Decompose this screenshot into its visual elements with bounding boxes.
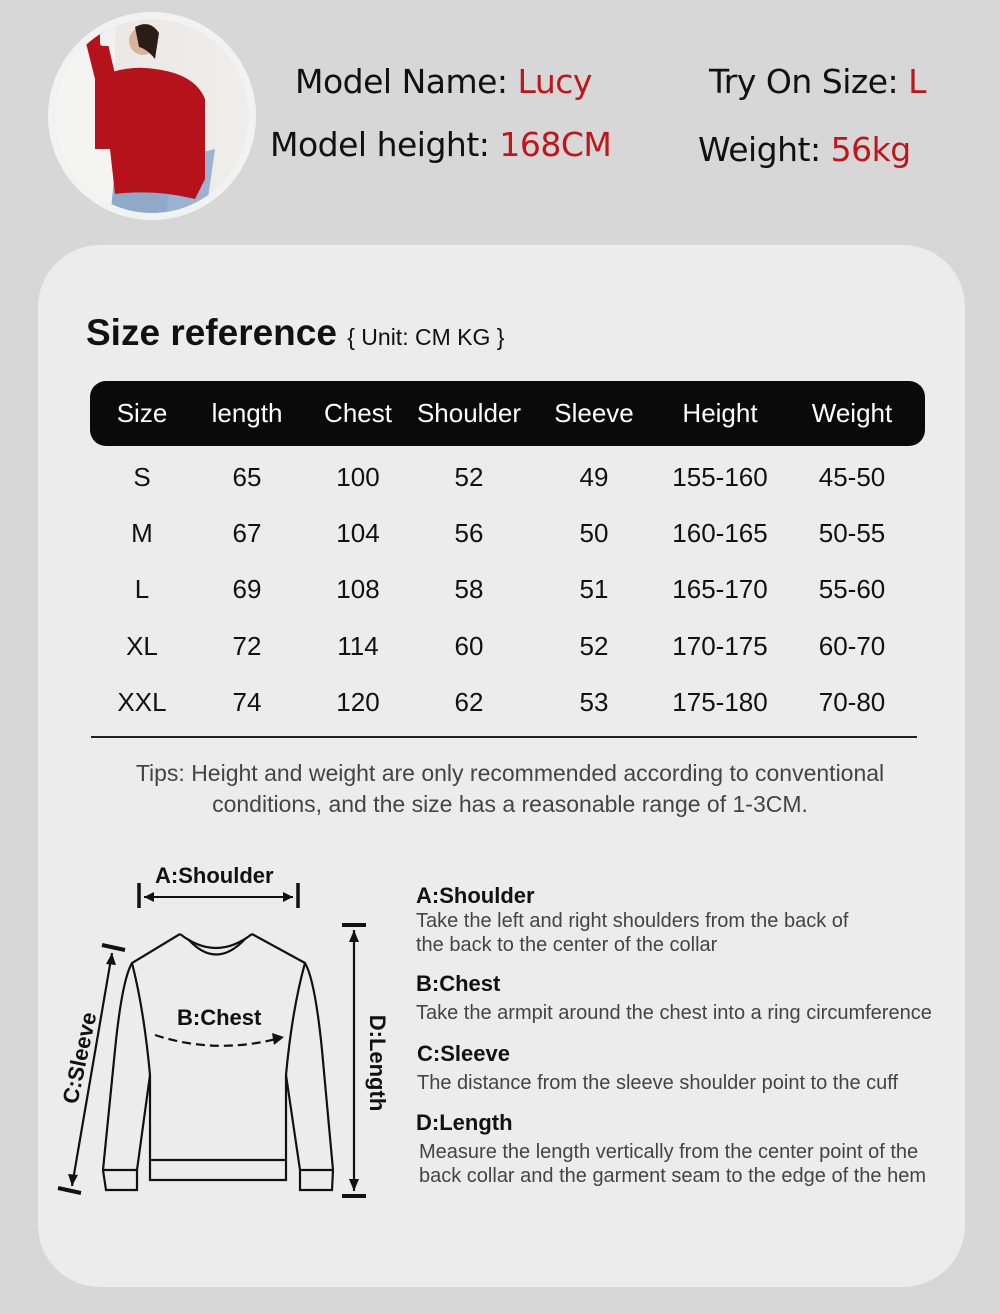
table-cell: 170-175 (672, 631, 768, 661)
model-weight-value: 56kg (830, 130, 912, 169)
try-on-size-value: L (908, 62, 927, 101)
model-name-value: Lucy (517, 62, 593, 101)
desc-title: D:Length (416, 1110, 513, 1135)
table-cell: 55-60 (818, 574, 886, 604)
size-reference-title: Size reference { Unit: CM KG } (86, 312, 504, 354)
table-cell: 45-50 (818, 462, 886, 492)
desc-line: Take the left and right shoulders from t… (416, 910, 849, 932)
table-divider (91, 736, 917, 738)
length-arrow (342, 923, 366, 1198)
description-length: D:Length Measure the length vertically f… (416, 1110, 926, 1188)
table-cell: 120 (336, 687, 380, 717)
table-cell: 67 (232, 518, 262, 548)
table-cell: 50-55 (818, 518, 886, 548)
table-cell: 52 (579, 631, 609, 661)
table-cell: 104 (336, 518, 380, 548)
table-cell: 60-70 (818, 631, 886, 661)
table-cell: 62 (454, 687, 484, 717)
table-cell: 100 (336, 462, 380, 492)
table-cell: 70-80 (818, 687, 886, 717)
table-cell: M (131, 518, 153, 548)
unit-label: { Unit: CM KG } (347, 324, 505, 350)
chest-arrow (154, 1033, 281, 1047)
column-header: Size (116, 398, 168, 428)
model-height-label: Model height: (270, 125, 490, 164)
table-cell: L (134, 574, 150, 604)
column-header: Chest (324, 398, 392, 428)
table-cell: 60 (454, 631, 484, 661)
table-cell: XXL (117, 687, 167, 717)
table-header: Size length Chest Shoulder Sleeve Height Weigh… (90, 381, 925, 446)
column-header: Sleeve (554, 398, 634, 428)
desc-line: the back to the center of the collar (416, 934, 718, 956)
diagram-shoulder-label: A:Shoulder (155, 863, 274, 888)
description-shoulder: A:Shoulder Take the left and right shoul… (416, 883, 848, 957)
desc-title: B:Chest (416, 971, 501, 996)
column-header: length (211, 398, 283, 428)
table-cell: 114 (337, 631, 379, 661)
try-on-size-label: Try On Size: (709, 62, 899, 101)
desc-line: back collar and the garment seam to the … (419, 1165, 926, 1187)
column-header: Weight (811, 398, 893, 428)
try-on-size: Try On Size: L (709, 62, 927, 101)
table-cell: 108 (336, 574, 380, 604)
table-cell: 72 (232, 631, 262, 661)
desc-line: Measure the length vertically from the c… (419, 1141, 919, 1163)
column-header: Height (682, 398, 758, 428)
table-cell: XL (126, 631, 158, 661)
model-height-value: 168CM (499, 125, 612, 164)
table-cell: 175-180 (672, 687, 768, 717)
tips: Tips: Height and weight are only recomme… (60, 758, 960, 820)
description-chest: B:Chest Take the armpit around the chest… (416, 971, 932, 1025)
diagram-length-label: D:Length (365, 1014, 390, 1112)
desc-line: The distance from the sleeve shoulder po… (417, 1072, 899, 1094)
table-cell: 65 (232, 462, 262, 492)
column-header: Shoulder (416, 398, 522, 428)
tips-line: Tips: Height and weight are only recomme… (135, 760, 885, 786)
title-text: Size reference (86, 312, 337, 353)
diagram-chest-label: B:Chest (177, 1005, 262, 1030)
table-cell: 74 (232, 687, 262, 717)
table-cell: 53 (579, 687, 609, 717)
description-sleeve: C:Sleeve The distance from the sleeve sh… (417, 1041, 898, 1095)
desc-title: C:Sleeve (417, 1041, 510, 1066)
table-cell: 56 (454, 518, 484, 548)
model-weight-label: Weight: (698, 130, 821, 169)
desc-title: A:Shoulder (416, 883, 535, 908)
table-cell: 165-170 (672, 574, 768, 604)
table-cell: 58 (454, 574, 484, 604)
model-weight: Weight: 56kg (698, 130, 911, 169)
model-name-label: Model Name: (295, 62, 508, 101)
table-cell: 155-160 (672, 462, 768, 492)
table-cell: 51 (579, 574, 609, 604)
table-cell: 160-165 (672, 518, 768, 548)
model-name: Model Name: Lucy (295, 62, 592, 101)
model-photo (48, 12, 256, 220)
model-image (55, 19, 215, 213)
sleeve-arrow (57, 943, 126, 1195)
desc-line: Take the armpit around the chest into a … (416, 1002, 932, 1024)
tips-line: conditions, and the size has a reasonabl… (212, 791, 808, 817)
table-cell: 50 (579, 518, 609, 548)
sweater-diagram (57, 883, 366, 1198)
shoulder-arrow (137, 883, 300, 908)
sweater-outline-icon (101, 933, 335, 1192)
table-cell: 49 (579, 462, 609, 492)
table-cell: 52 (454, 462, 484, 492)
table-cell: S (133, 462, 151, 492)
model-height: Model height: 168CM (270, 125, 612, 164)
table-cell: 69 (232, 574, 262, 604)
